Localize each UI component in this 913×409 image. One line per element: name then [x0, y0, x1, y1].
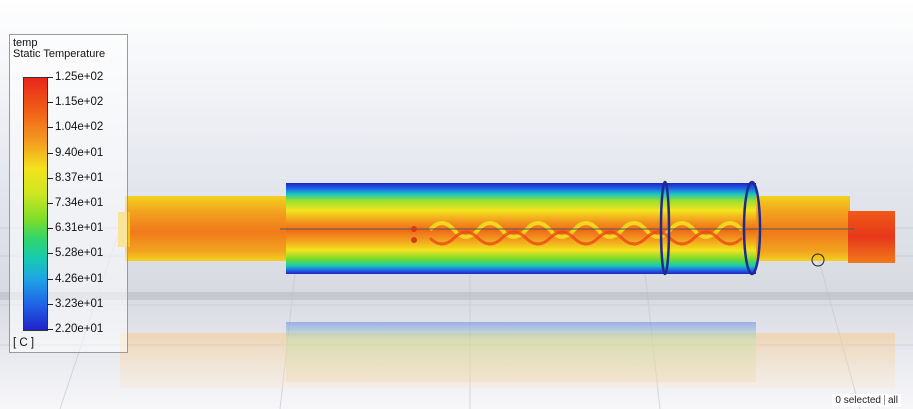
colorbar-tick-label: 4.26e+01 [55, 272, 104, 285]
colorbar [23, 77, 48, 331]
colorbar-tick [47, 152, 53, 154]
select-all-link[interactable]: all [887, 395, 898, 406]
pipe-joint-ring [659, 180, 671, 276]
colorbar-tick-label: 8.37e+01 [55, 171, 104, 184]
colorbar-tick-label: 7.34e+01 [55, 197, 104, 209]
colorbar-tick-label: 5.28e+01 [55, 247, 104, 260]
colorbar-tick [47, 203, 53, 204]
colorbar-tick-label: 2.20e+01 [55, 323, 104, 335]
selection-count: 0 selected [835, 395, 881, 406]
colorbar-tick [47, 253, 53, 255]
colorbar-tick-label: 1.04e+02 [55, 121, 104, 134]
status-bar: 0 selected all [832, 394, 901, 407]
flow-vortex-pattern [428, 221, 744, 239]
status-divider [883, 395, 885, 406]
triad-marker-icon [811, 253, 825, 267]
legend-variable: temp [13, 37, 38, 49]
color-legend[interactable]: temp Static Temperature 1.25e+02 1.15e+02… [9, 34, 128, 353]
colorbar-tick [47, 177, 53, 179]
flow-vortex-pattern-2 [428, 230, 744, 246]
temperature-contour-model[interactable] [118, 180, 895, 276]
colorbar-tick [47, 102, 53, 104]
colorbar-tick [47, 303, 53, 305]
colorbar-tick [47, 77, 53, 78]
legend-unit: [ C ] [13, 337, 35, 349]
floor-shadow [0, 292, 913, 300]
colorbar-tick [47, 127, 53, 129]
rod-right-end [848, 211, 895, 263]
colorbar-tick-label: 6.31e+01 [55, 222, 104, 235]
reflection [120, 322, 895, 388]
colorbar-tick-label: 3.23e+01 [55, 297, 104, 310]
probe-point-2 [411, 237, 417, 243]
colorbar-tick [47, 329, 53, 330]
pipe-end-ring [742, 180, 762, 276]
colorbar-tick-label: 9.40e+01 [55, 146, 104, 159]
colorbar-tick-label: 1.15e+02 [55, 96, 104, 109]
colorbar-tick [47, 278, 53, 280]
colorbar-tick [47, 228, 53, 230]
legend-quantity: Static Temperature [13, 48, 106, 60]
probe-point [411, 226, 417, 232]
legend-title: temp Static Temperature [13, 38, 105, 60]
colorbar-tick-label: 1.25e+02 [55, 71, 104, 83]
